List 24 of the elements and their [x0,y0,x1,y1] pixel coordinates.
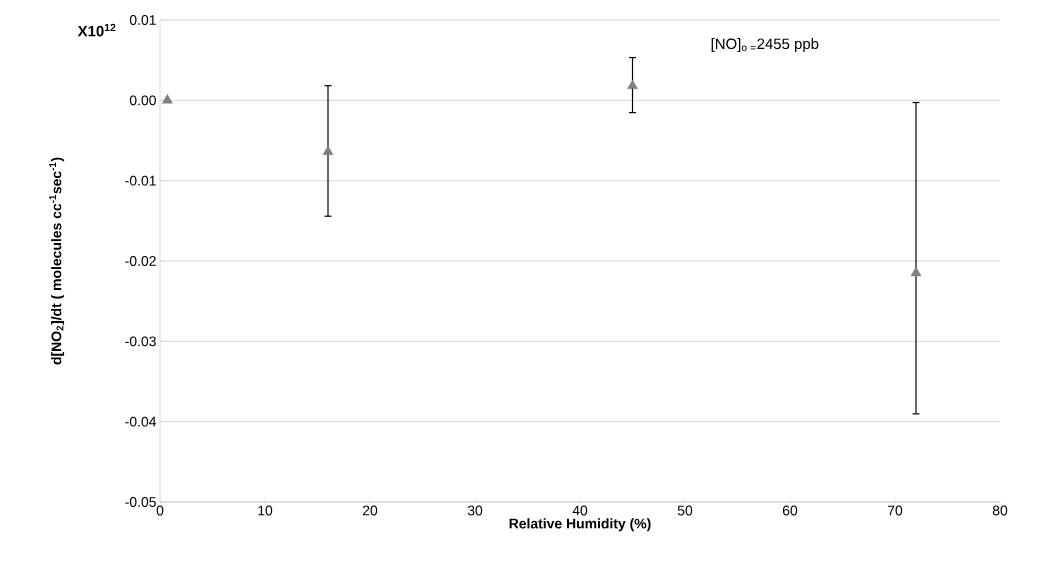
y-axis-title: d[NO$_{2}$]/dt ( molecules cc$^{-1}$sec$^{-1}$) [49,157,65,365]
x-tick-label: 30 [467,505,483,516]
x-tick-label: 40 [572,505,588,516]
point [161,94,173,104]
text: X10$^{12}$ [77,23,116,37]
x-tick-label: 10 [258,505,273,516]
y-tick-label: -0.02 [125,256,156,266]
x-tick-label: 70 [887,505,903,516]
x-tick-label: 20 [362,505,378,516]
x-tick-label: 50 [677,505,693,516]
x-tick-label: 80 [992,505,1008,516]
point [627,79,638,90]
y-tick-label: -0.05 [125,497,156,507]
annotation: [NO]$_{o =}$2455 ppb [711,38,819,53]
x-tick-label: 60 [782,505,798,516]
point [322,145,334,155]
y-tick-label: -0.03 [125,336,156,347]
y-tick-label: 0.01 [129,15,156,25]
y-tick-label: 0.00 [129,95,156,106]
x-axis-title: Relative Humidity (%) [509,518,651,532]
y-tick-label: -0.01 [125,175,156,186]
y-tick-label: -0.04 [125,416,157,427]
x-tick-label: 0 [156,505,164,516]
point [910,266,922,277]
